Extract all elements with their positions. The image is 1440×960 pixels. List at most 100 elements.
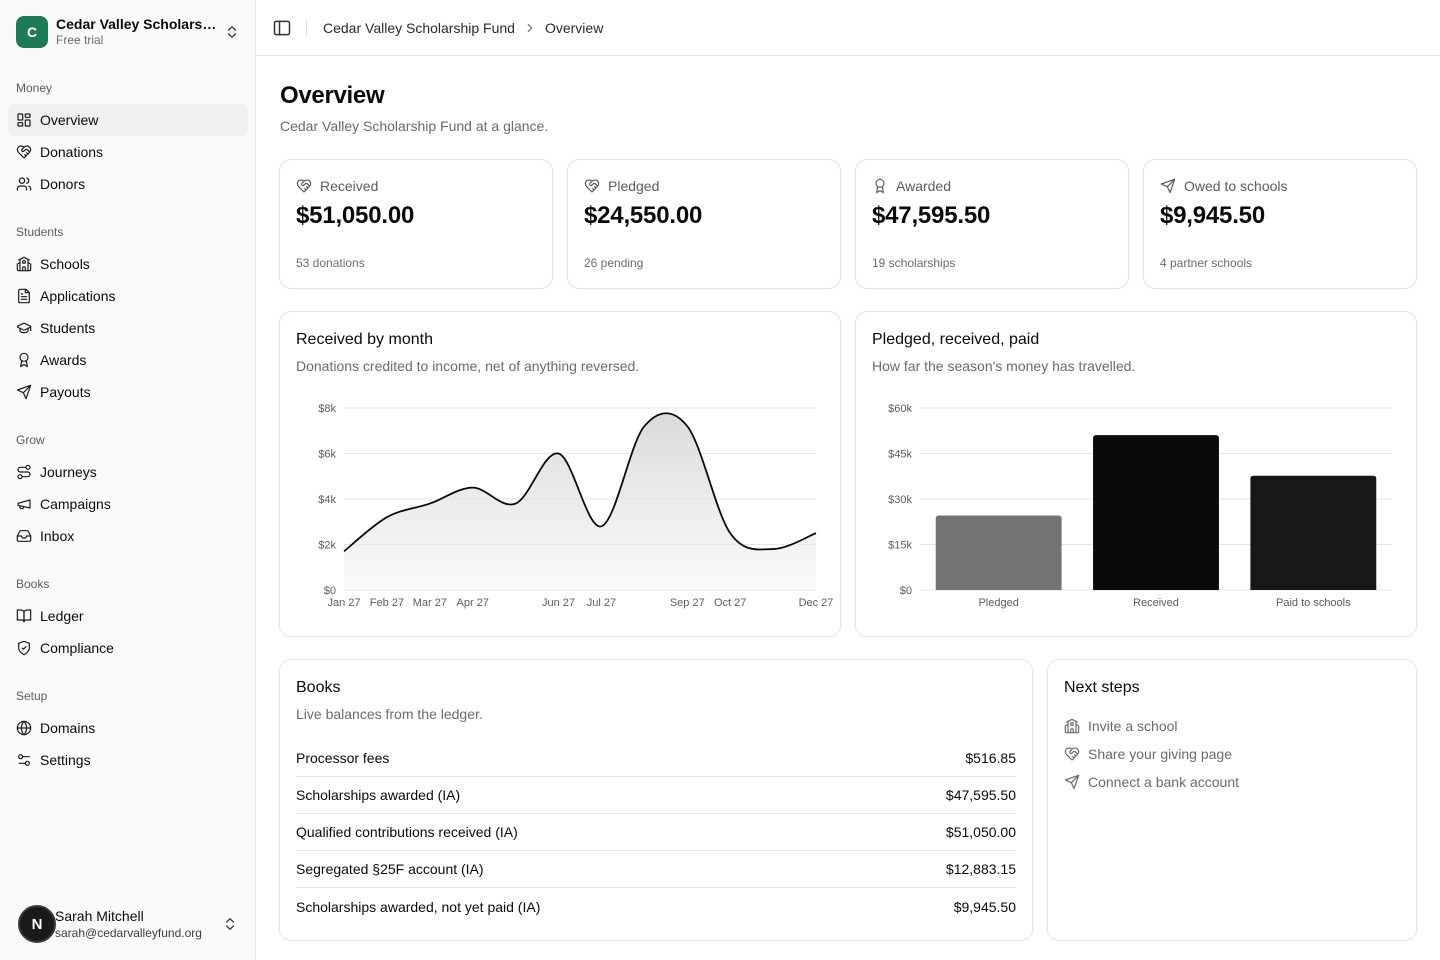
x-tick-label: Jan 27	[327, 597, 360, 609]
nav-group-label: Students	[16, 225, 64, 239]
user-menu[interactable]: N Sarah Mitchell sarah@cedarvalleyfund.o…	[8, 896, 248, 952]
org-switcher[interactable]: C Cedar Valley Scholarship Fund Free tri…	[8, 8, 248, 56]
breadcrumb-current: Overview	[544, 19, 604, 36]
table-row: Segregated §25F account (IA) $12,883.15	[296, 851, 1016, 888]
user-name: Sarah Mitchell	[55, 907, 144, 924]
nav-group-grow: Grow Journeys Campaigns Inbox	[8, 424, 248, 552]
y-tick-label: $15k	[888, 540, 912, 552]
sidebar-item-settings[interactable]: Settings	[8, 744, 248, 776]
nav-group-label: Grow	[16, 433, 45, 447]
top-bar: Cedar Valley Scholarship Fund Overview	[256, 0, 1440, 56]
sidebar-item-domains[interactable]: Domains	[8, 712, 248, 744]
stat-value: $51,050.00	[296, 202, 415, 229]
globe-icon	[16, 720, 32, 736]
avatar: N	[18, 905, 56, 943]
breadcrumb: Cedar Valley Scholarship Fund Overview	[323, 20, 603, 36]
stat-footnote: 53 donations	[296, 256, 365, 270]
card-title: Pledged, received, paid	[872, 331, 1040, 348]
stat-label-text: Received	[320, 178, 379, 194]
sidebar-item-label: Campaigns	[40, 496, 111, 512]
sidebar-item-students[interactable]: Students	[8, 312, 248, 344]
sidebar-item-label: Awards	[40, 352, 87, 368]
table-row: Scholarships awarded (IA) $47,595.50	[296, 777, 1016, 814]
user-email: sarah@cedarvalleyfund.org	[55, 925, 202, 940]
nav-group-label: Money	[16, 81, 53, 95]
sidebar-item-label: Students	[40, 320, 96, 336]
heart-handshake-icon	[16, 145, 32, 159]
y-tick-label: $45k	[888, 449, 912, 461]
received-line-chart: $0 $2k $4k $6k $8k Jan 27 Feb 27 Mar 27 Apr 27 Ju…	[318, 403, 834, 609]
sidebar-item-label: Domains	[40, 720, 96, 736]
area-fill	[344, 413, 816, 590]
sidebar-item-ledger[interactable]: Ledger	[8, 600, 248, 632]
stat-label: Pledged	[584, 178, 659, 194]
stat-footnote: 26 pending	[584, 256, 644, 270]
sidebar-item-label: Applications	[40, 288, 116, 304]
sidebar-item-overview[interactable]: Overview	[8, 104, 248, 136]
sliders-icon	[18, 754, 30, 766]
sidebar-item-donations[interactable]: Donations	[8, 136, 248, 168]
stat-value: $9,945.50	[1160, 202, 1265, 229]
heart-handshake-icon	[1064, 747, 1080, 761]
row-value: $12,883.15	[945, 861, 1016, 877]
stat-card-pledged: Pledged $24,550.00 26 pending	[567, 159, 841, 289]
sidebar-item-awards[interactable]: Awards	[8, 344, 248, 376]
series-line	[343, 412, 817, 553]
x-tick-label: Sep 27	[670, 597, 705, 609]
sidebar-item-payouts[interactable]: Payouts	[8, 376, 248, 408]
sidebar-toggle-icon[interactable]	[272, 18, 292, 38]
sidebar-item-label: Donations	[40, 144, 104, 160]
route-icon	[17, 464, 31, 480]
sidebar-item-journeys[interactable]: Journeys	[8, 456, 248, 488]
card-subtitle: How far the season's money has travelled…	[872, 358, 1136, 374]
nav-group-students: Students Schools Applications Students Award…	[8, 216, 248, 408]
users-icon	[16, 177, 32, 191]
sidebar-item-applications[interactable]: Applications	[8, 280, 248, 312]
send-icon	[16, 384, 32, 400]
stat-card-received: Received $51,050.00 53 donations	[279, 159, 553, 289]
bar-pledged	[935, 515, 1062, 590]
nav-group-books: Books Ledger Compliance	[8, 568, 248, 664]
breadcrumb-org[interactable]: Cedar Valley Scholarship Fund	[323, 19, 515, 36]
sidebar-item-label: Schools	[40, 256, 90, 272]
stat-label: Received	[296, 178, 378, 194]
inbox-icon	[16, 530, 32, 542]
chevron-right-icon	[527, 23, 533, 32]
sidebar-item-campaigns[interactable]: Campaigns	[8, 488, 248, 520]
sidebar-item-inbox[interactable]: Inbox	[8, 520, 248, 552]
next-step-label: Invite a school	[1088, 718, 1178, 734]
book-icon	[16, 609, 32, 623]
sidebar-item-donors[interactable]: Donors	[8, 168, 248, 200]
row-label: Segregated §25F account (IA)	[296, 861, 484, 877]
x-tick-label: Dec 27	[799, 597, 834, 609]
stat-value: $24,550.00	[584, 202, 703, 229]
award-icon	[875, 178, 885, 194]
sidebar-item-schools[interactable]: Schools	[8, 248, 248, 280]
next-step-2[interactable]: Share your giving page	[1064, 746, 1232, 762]
sidebar-item-label: Donors	[40, 176, 86, 192]
table-row: Processor fees $516.85	[296, 740, 1016, 777]
sidebar-item-label: Settings	[40, 752, 91, 768]
y-tick-label: $6k	[318, 449, 336, 461]
heart-handshake-icon	[296, 179, 312, 193]
nav-group-setup: Setup Domains Settings	[8, 680, 248, 776]
bar-paid-to-schools	[1250, 475, 1377, 590]
nav-group-label: Books	[16, 577, 50, 591]
award-icon	[19, 352, 29, 368]
next-step-1[interactable]: Invite a school	[1064, 718, 1178, 734]
page-title: Overview	[280, 82, 385, 109]
shield-check-icon	[18, 640, 30, 656]
x-tick-label: Jul 27	[587, 597, 616, 609]
x-tick-label: Apr 27	[457, 597, 489, 609]
next-step-label: Share your giving page	[1088, 746, 1232, 762]
sidebar-item-compliance[interactable]: Compliance	[8, 632, 248, 664]
card-title: Received by month	[296, 331, 433, 348]
header-divider	[306, 19, 307, 36]
pledged-bar-chart: $0 $15k $30k $45k $60k Pledged Received Paid to…	[888, 403, 1392, 609]
x-tick-label: Pledged	[978, 597, 1018, 609]
row-label: Processor fees	[296, 750, 390, 766]
books-card: Books Live balances from the ledger. Pro…	[279, 659, 1033, 941]
next-step-3[interactable]: Connect a bank account	[1064, 774, 1239, 790]
stat-label: Owed to schools	[1160, 178, 1288, 194]
card-subtitle: Live balances from the ledger.	[296, 706, 483, 722]
